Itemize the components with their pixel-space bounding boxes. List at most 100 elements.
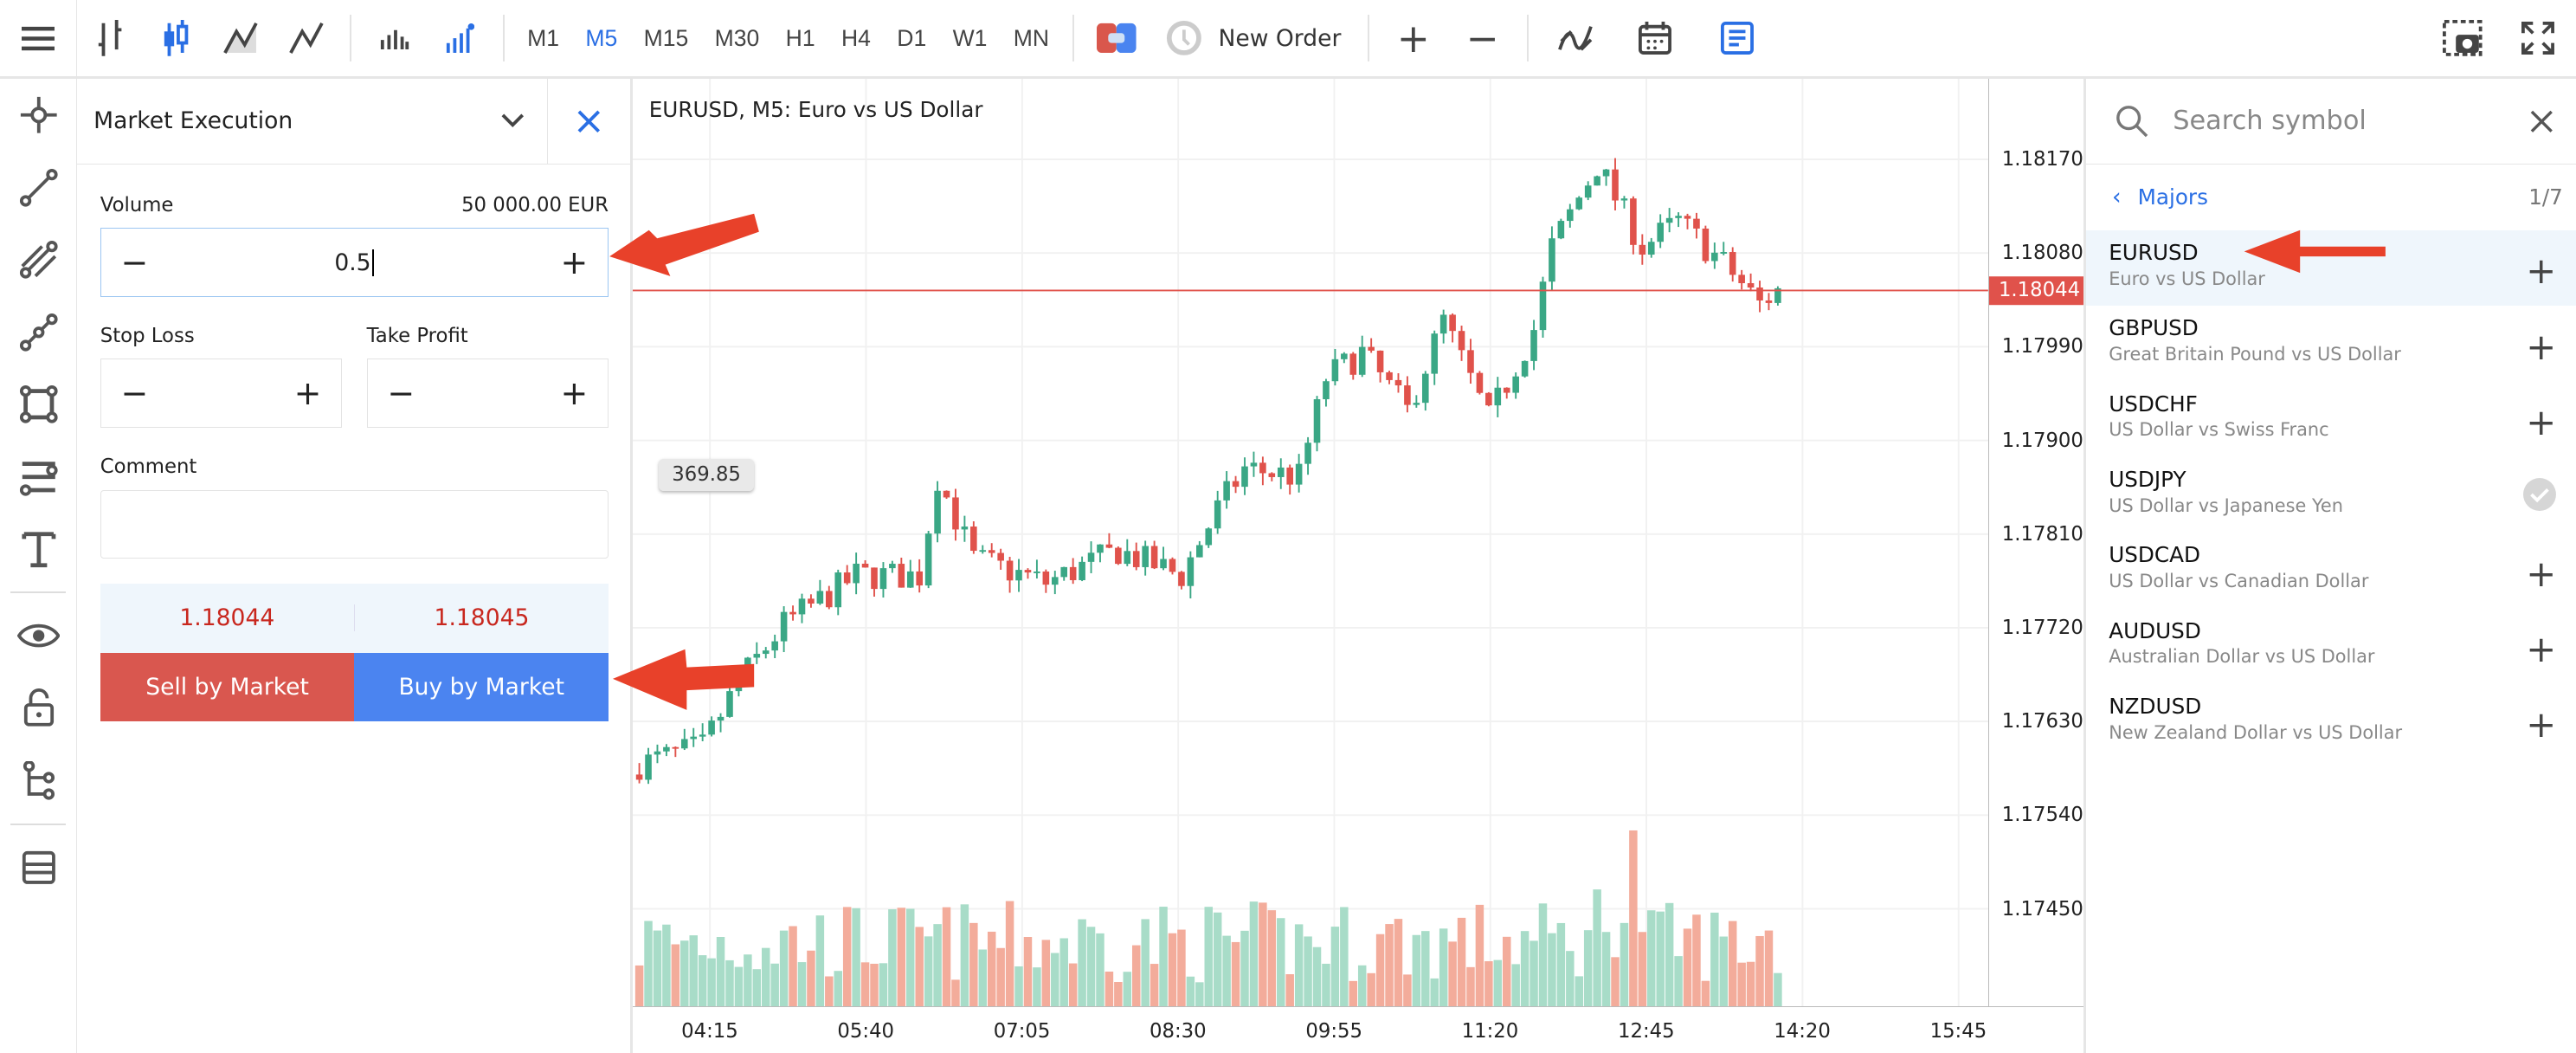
add-symbol-icon[interactable]: + [2526,552,2557,595]
timeframe-h4[interactable]: H4 [840,24,871,51]
candle-body [1665,217,1673,223]
text-icon[interactable] [0,513,77,585]
one-click-trading-icon[interactable] [1084,0,1150,78]
symbol-description: US Dollar vs Canadian Dollar [2109,571,2369,592]
fibonacci-icon[interactable] [0,441,77,514]
indicators-icon[interactable] [1538,0,1613,78]
candle-body [961,526,968,530]
stop-loss-increase-button[interactable]: + [293,374,322,413]
new-order-label: New Order [1218,24,1342,52]
volume-bar [1665,902,1674,1008]
volume-bar [1493,959,1502,1008]
search-input[interactable]: Search symbol [2173,106,2367,137]
tick-volume-icon[interactable] [427,0,493,78]
symbol-item-gbpusd[interactable]: GBPUSD Great Britain Pound vs US Dollar + [2086,306,2576,381]
candlestick-icon[interactable] [143,0,209,78]
add-symbol-icon[interactable]: + [2526,627,2557,670]
fullscreen-icon[interactable] [2501,0,2576,78]
volume-input[interactable]: 0.5 [334,249,375,276]
area-chart-icon[interactable] [209,0,274,78]
eye-icon[interactable] [0,600,77,673]
group-name[interactable]: Majors [2137,184,2208,210]
volume-bar [671,944,679,1008]
time-tick: 05:40 [837,1019,895,1043]
line-chart-icon[interactable] [274,0,340,78]
timeframe-m5[interactable]: M5 [585,24,618,51]
candle-body [1132,551,1140,568]
price-axis[interactable]: 1.18170 1.18080 1.17990 1.17900 1.17810 1.177… [1987,79,2090,1008]
timeframe-mn[interactable]: MN [1013,24,1050,51]
comment-input[interactable] [100,489,609,559]
timeframe-m30[interactable]: M30 [714,24,760,51]
volume-bar [933,924,942,1008]
candle-body [1657,223,1664,242]
volume-bar [1530,940,1538,1008]
candle-body [1232,481,1240,488]
symbol-item-usdjpy[interactable]: USDJPY US Dollar vs Japanese Yen [2086,457,2576,533]
object-tree-icon[interactable] [0,745,77,817]
timeframe-m1[interactable]: M1 [527,24,559,51]
volume-bar [1086,927,1096,1008]
add-symbol-icon[interactable]: + [2526,325,2557,368]
path-icon[interactable] [0,296,77,369]
rectangle-icon[interactable] [0,368,77,441]
stop-loss-stepper[interactable]: − + [100,359,343,429]
timeframe-w1[interactable]: W1 [952,24,988,51]
chart-area[interactable]: EURUSD, M5: Euro vs US Dollar 369.85 [632,79,1988,1008]
bar-chart-icon[interactable] [77,0,143,78]
volume-bar [915,927,924,1008]
check-circle-icon[interactable] [2523,478,2557,512]
volume-bar [779,930,789,1008]
back-chevron-icon[interactable]: ‹ [2112,184,2122,211]
take-profit-decrease-button[interactable]: − [387,374,415,413]
clock-icon [1166,21,1201,55]
zoom-out-icon[interactable]: − [1465,15,1499,61]
symbol-item-usdchf[interactable]: USDCHF US Dollar vs Swiss Franc + [2086,381,2576,456]
timeframe-h1[interactable]: H1 [785,24,815,51]
sell-by-market-button[interactable]: Sell by Market [100,652,355,722]
candle-body [906,571,914,588]
volume-bar [734,966,743,1008]
calendar-icon[interactable] [1613,0,1696,78]
volume-increase-button[interactable]: + [560,243,589,282]
candle-body [672,746,679,749]
volume-bar [1176,929,1186,1008]
volume-bar [860,962,870,1008]
templates-icon[interactable] [0,831,77,904]
trade-panel-icon[interactable] [1696,0,1778,78]
close-icon[interactable] [2530,110,2553,133]
zoom-in-icon[interactable]: + [1396,15,1430,61]
volume-bar [842,907,852,1008]
crosshair-icon[interactable] [0,79,77,152]
add-symbol-icon[interactable]: + [2526,401,2557,444]
volume-bar [1430,978,1439,1008]
volume-decrease-button[interactable]: − [120,243,149,282]
lock-icon[interactable] [0,672,77,745]
screenshot-icon[interactable] [2425,0,2500,78]
trend-line-icon[interactable] [0,152,77,224]
stop-loss-decrease-button[interactable]: − [120,374,149,413]
timeframe-m15[interactable]: M15 [643,24,689,51]
add-symbol-icon[interactable]: + [2526,249,2557,293]
order-type-select[interactable]: Market Execution [77,78,548,165]
symbol-item-eurusd[interactable]: EURUSD Euro vs US Dollar + [2085,229,2576,306]
close-order-button[interactable] [548,110,630,133]
divider [10,591,67,594]
take-profit-increase-button[interactable]: + [560,374,589,413]
time-axis[interactable]: 04:15 05:40 07:05 08:30 09:55 11:20 12:45 14:20… [632,1005,2083,1053]
symbol-item-nzdusd[interactable]: NZDUSD New Zealand Dollar vs US Dollar + [2086,683,2576,759]
timeframe-d1[interactable]: D1 [897,24,927,51]
volume-stepper: − 0.5 + [100,228,609,297]
add-symbol-icon[interactable]: + [2526,703,2557,746]
volume-bar [1213,912,1222,1008]
take-profit-stepper[interactable]: − + [366,359,609,429]
buy-by-market-button[interactable]: Buy by Market [354,652,609,722]
volume-icon[interactable] [361,0,427,78]
symbol-item-usdcad[interactable]: USDCAD US Dollar vs Canadian Dollar + [2086,533,2576,608]
candle-body [1494,387,1501,406]
menu-icon[interactable] [0,0,78,78]
candle-body [1458,331,1465,351]
channel-icon[interactable] [0,223,77,296]
new-order-button[interactable]: New Order [1150,0,1358,78]
symbol-item-audusd[interactable]: AUDUSD Australian Dollar vs US Dollar + [2086,608,2576,683]
